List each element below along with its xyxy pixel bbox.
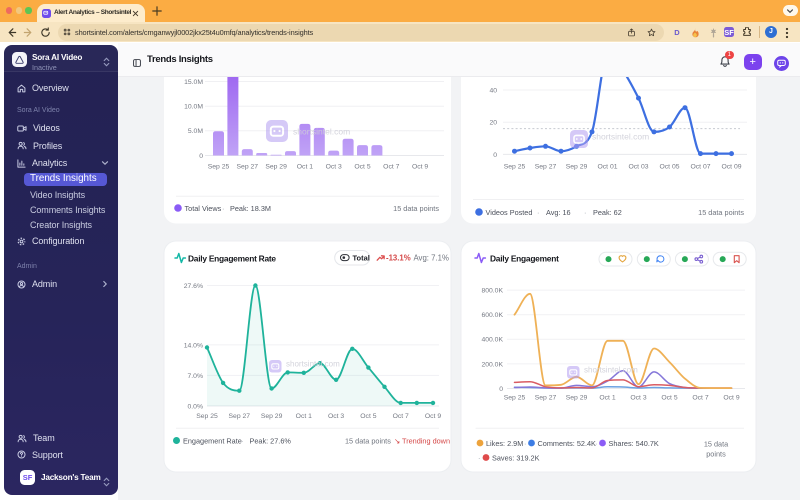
svg-text:15 data points: 15 data points <box>345 437 391 446</box>
svg-text:400.0K: 400.0K <box>481 337 503 344</box>
svg-text:Sep 29: Sep 29 <box>566 164 588 171</box>
svg-text:Oct 5: Oct 5 <box>354 164 370 171</box>
svg-text:10.0M: 10.0M <box>184 104 203 111</box>
svg-text:Oct 1: Oct 1 <box>297 164 313 171</box>
svg-text:Oct 09: Oct 09 <box>721 164 741 171</box>
svg-text:Sep 29: Sep 29 <box>265 164 287 171</box>
svg-text:Oct 1: Oct 1 <box>296 413 312 420</box>
svg-text:15 data points: 15 data points <box>393 204 439 213</box>
svg-text:·: · <box>537 208 539 217</box>
svg-text:Sep 29: Sep 29 <box>566 395 588 402</box>
svg-text:Peak: 27.6%: Peak: 27.6% <box>250 437 292 446</box>
svg-text:Daily Engagement: Daily Engagement <box>490 254 559 264</box>
svg-text:Oct 01: Oct 01 <box>597 164 617 171</box>
svg-text:·: · <box>478 454 480 463</box>
svg-text:·: · <box>524 439 526 448</box>
svg-text:Sep 25: Sep 25 <box>196 413 218 420</box>
svg-text:Oct 07: Oct 07 <box>690 164 710 171</box>
svg-text:shortsintel.com: shortsintel.com <box>584 366 638 375</box>
svg-text:·: · <box>241 437 243 446</box>
svg-text:Sep 27: Sep 27 <box>535 164 557 171</box>
svg-text:Peak: 18.3M: Peak: 18.3M <box>230 204 271 213</box>
svg-text:Oct 03: Oct 03 <box>628 164 648 171</box>
svg-text:Oct 3: Oct 3 <box>326 164 342 171</box>
svg-text:Oct 3: Oct 3 <box>328 413 344 420</box>
svg-text:Total: Total <box>353 254 370 263</box>
svg-text:-13.1%: -13.1% <box>386 254 411 263</box>
svg-text:shortsintel.com: shortsintel.com <box>293 127 350 137</box>
svg-text:Sep 27: Sep 27 <box>229 413 251 420</box>
svg-text:Oct 3: Oct 3 <box>630 395 646 402</box>
svg-text:·: · <box>584 208 586 217</box>
svg-text:27.6%: 27.6% <box>184 283 203 290</box>
svg-text:Saves: 319.2K: Saves: 319.2K <box>492 454 540 463</box>
svg-text:Daily Engagement Rate: Daily Engagement Rate <box>188 254 276 264</box>
svg-text:Sep 27: Sep 27 <box>535 395 557 402</box>
svg-text:Oct 05: Oct 05 <box>659 164 679 171</box>
svg-text:0.0%: 0.0% <box>188 403 204 410</box>
svg-text:Avg: 16: Avg: 16 <box>546 208 571 217</box>
svg-text:Avg: 7.1%: Avg: 7.1% <box>414 254 449 263</box>
svg-text:200.0K: 200.0K <box>481 361 503 368</box>
svg-text:800.0K: 800.0K <box>481 288 503 295</box>
svg-text:·: · <box>595 439 597 448</box>
svg-text:Oct 9: Oct 9 <box>425 413 441 420</box>
svg-text:Oct 9: Oct 9 <box>723 395 739 402</box>
svg-text:·: · <box>222 204 224 213</box>
svg-text:Total Views: Total Views <box>185 204 222 213</box>
svg-text:shortsintel.com: shortsintel.com <box>592 132 649 142</box>
svg-text:Oct 7: Oct 7 <box>393 413 409 420</box>
svg-text:15 data: 15 data <box>704 440 729 449</box>
svg-text:0: 0 <box>199 153 203 160</box>
svg-text:Sep 25: Sep 25 <box>208 164 230 171</box>
svg-text:Likes: 2.9M: Likes: 2.9M <box>486 439 523 448</box>
svg-text:Sep 27: Sep 27 <box>237 164 259 171</box>
svg-text:15.0M: 15.0M <box>184 79 203 86</box>
svg-text:0: 0 <box>499 386 503 393</box>
svg-text:600.0K: 600.0K <box>481 312 503 319</box>
svg-text:Sep 29: Sep 29 <box>261 413 283 420</box>
svg-text:·: · <box>387 437 389 446</box>
svg-text:Engagement Rate: Engagement Rate <box>183 437 242 446</box>
svg-text:20: 20 <box>489 120 497 127</box>
svg-text:Sep 25: Sep 25 <box>504 164 526 171</box>
svg-text:Oct 5: Oct 5 <box>360 413 376 420</box>
svg-text:points: points <box>706 450 726 459</box>
svg-text:Videos Posted: Videos Posted <box>486 208 533 217</box>
svg-text:5.0M: 5.0M <box>188 128 203 135</box>
svg-text:↘ Trending down: ↘ Trending down <box>394 437 450 446</box>
svg-text:0: 0 <box>493 152 497 159</box>
svg-text:14.0%: 14.0% <box>184 342 203 349</box>
svg-text:Oct 5: Oct 5 <box>661 395 677 402</box>
svg-text:Oct 9: Oct 9 <box>412 164 428 171</box>
svg-text:Sep 25: Sep 25 <box>504 395 526 402</box>
svg-text:7.0%: 7.0% <box>188 373 204 380</box>
svg-text:Oct 1: Oct 1 <box>599 395 615 402</box>
svg-text:Oct 7: Oct 7 <box>383 164 399 171</box>
svg-text:shortsintel.com: shortsintel.com <box>286 360 340 369</box>
svg-text:Peak: 62: Peak: 62 <box>593 208 622 217</box>
svg-text:Shares: 540.7K: Shares: 540.7K <box>609 439 659 448</box>
svg-text:Comments: 52.4K: Comments: 52.4K <box>538 439 597 448</box>
svg-text:40: 40 <box>489 87 497 94</box>
svg-text:Oct 7: Oct 7 <box>692 395 708 402</box>
svg-text:15 data points: 15 data points <box>698 208 744 217</box>
